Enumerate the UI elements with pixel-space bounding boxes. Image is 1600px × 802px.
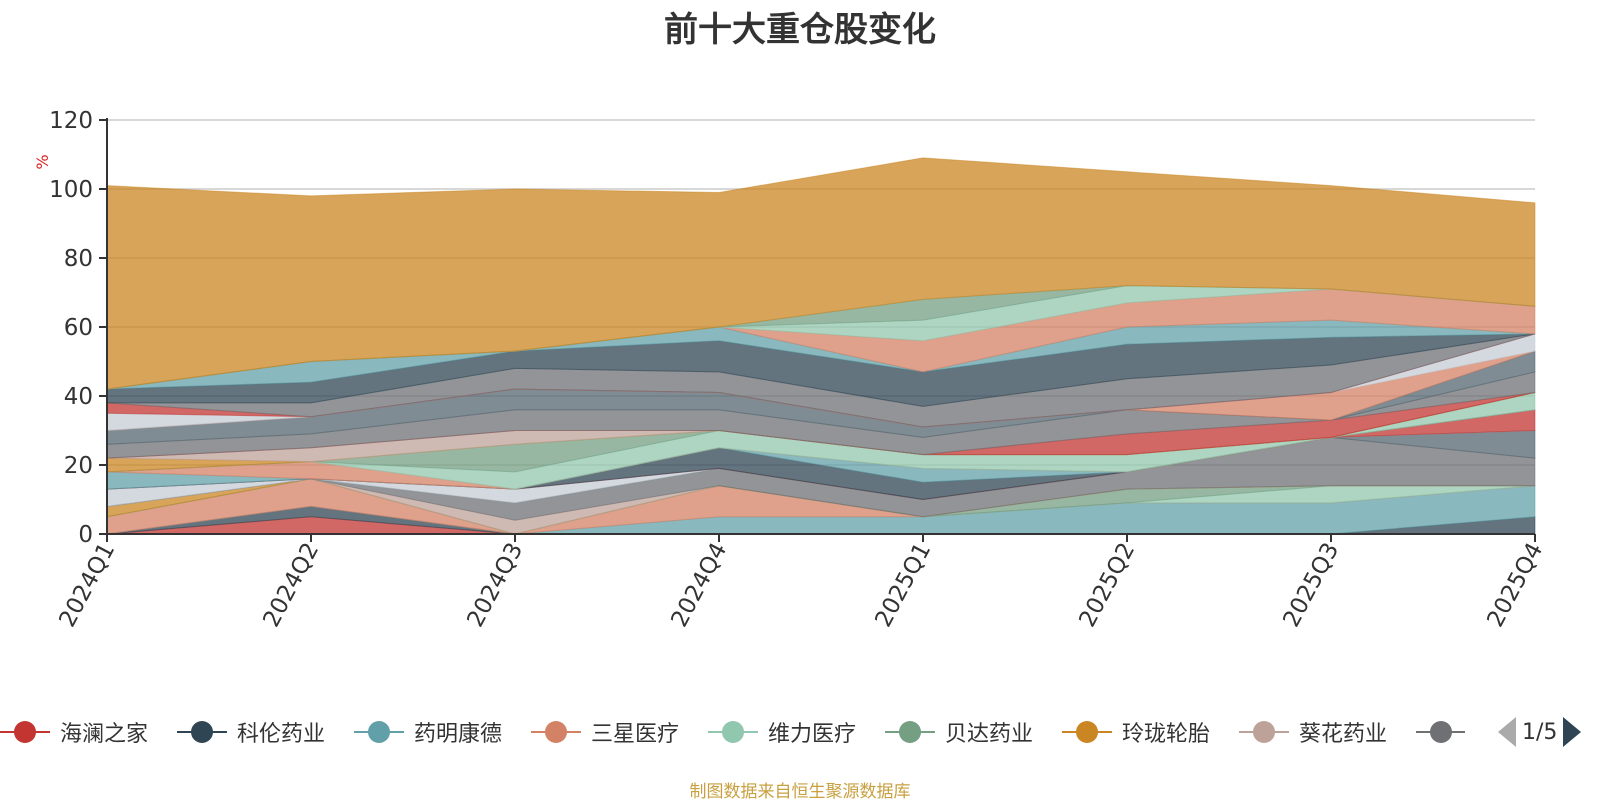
legend-label: 葵花药业 bbox=[1299, 722, 1388, 747]
legend-marker-icon bbox=[1239, 718, 1289, 746]
legend-marker-icon bbox=[1062, 718, 1112, 746]
legend-item[interactable]: 三星医疗 bbox=[531, 712, 679, 752]
area-series-32 bbox=[106, 157, 1536, 390]
legend-marker-icon bbox=[1416, 718, 1465, 746]
legend-marker-icon bbox=[0, 718, 50, 746]
legend-pager: 1/5 bbox=[1498, 712, 1582, 752]
legend-marker-icon bbox=[177, 718, 227, 746]
legend-label: 科伦药业 bbox=[237, 722, 326, 747]
source-note: 制图数据来自恒生聚源数据库 bbox=[689, 782, 911, 802]
chart-title: 前十大重仓股变化 bbox=[664, 10, 936, 50]
legend-marker-dot bbox=[899, 721, 921, 743]
legend-items: 海澜之家 科伦药业 药明康德 三星医疗 维力医疗 贝达药业 玲珑轮胎 葵花药业 bbox=[0, 712, 1465, 752]
legend-item[interactable]: 药明康德 bbox=[354, 712, 502, 752]
x-tick-label: 2024Q1 bbox=[54, 539, 120, 632]
x-tick-label: 2025Q2 bbox=[1074, 539, 1140, 632]
legend-item[interactable]: 玲珑轮胎 bbox=[1062, 712, 1210, 752]
legend-item[interactable]: 科伦药业 bbox=[177, 712, 325, 752]
legend-marker-dot bbox=[722, 721, 744, 743]
y-tick-label: 100 bbox=[49, 177, 93, 203]
x-tick-label: 2024Q2 bbox=[258, 539, 324, 632]
prev-page-icon[interactable] bbox=[1498, 717, 1516, 747]
legend-marker-dot bbox=[1430, 721, 1452, 743]
legend-item[interactable]: 贝达药业 bbox=[885, 712, 1033, 752]
legend-marker-icon bbox=[354, 718, 404, 746]
area-series bbox=[106, 157, 1536, 535]
legend: 海澜之家 科伦药业 药明康德 三星医疗 维力医疗 贝达药业 玲珑轮胎 葵花药业 1/5 bbox=[0, 712, 1600, 752]
y-tick-label: 60 bbox=[64, 315, 93, 341]
x-tick-label: 2024Q3 bbox=[462, 539, 528, 632]
legend-marker-dot bbox=[545, 721, 567, 743]
legend-marker-dot bbox=[1076, 721, 1098, 743]
y-tick-label: 0 bbox=[78, 522, 93, 548]
legend-label: 海澜之家 bbox=[60, 722, 149, 747]
legend-marker-dot bbox=[191, 721, 213, 743]
legend-marker-icon bbox=[885, 718, 935, 746]
legend-page-indicator: 1/5 bbox=[1522, 719, 1558, 745]
legend-marker-dot bbox=[1253, 721, 1275, 743]
stacked-area-chart: 0 20 40 60 80 100 120% 2024Q1 2024Q2 2024Q3 2024Q4… bbox=[33, 108, 1548, 632]
legend-marker-dot bbox=[14, 721, 36, 743]
legend-item[interactable]: 维力医疗 bbox=[708, 712, 856, 752]
legend-marker-icon bbox=[708, 718, 758, 746]
legend-label: 药明康德 bbox=[414, 722, 503, 747]
x-tick-label: 2024Q4 bbox=[666, 539, 732, 632]
legend-item[interactable]: 海澜之家 bbox=[0, 712, 148, 752]
y-tick-label: 120 bbox=[49, 108, 93, 134]
y-tick-label: 80 bbox=[64, 246, 93, 272]
x-tick-label: 2025Q4 bbox=[1482, 539, 1548, 632]
legend-marker-dot bbox=[368, 721, 390, 743]
legend-marker-icon bbox=[531, 718, 581, 746]
legend-item[interactable]: 葵花药业 bbox=[1239, 712, 1387, 752]
legend-label: 贝达药业 bbox=[945, 722, 1034, 747]
legend-label: 玲珑轮胎 bbox=[1122, 722, 1211, 747]
y-tick-label: 20 bbox=[64, 453, 93, 479]
legend-item-partial[interactable] bbox=[1416, 712, 1465, 752]
legend-label: 维力医疗 bbox=[768, 722, 857, 747]
next-page-icon[interactable] bbox=[1563, 717, 1582, 747]
y-axis-label: % bbox=[33, 154, 52, 169]
x-tick-label: 2025Q1 bbox=[870, 539, 936, 632]
legend-label: 三星医疗 bbox=[591, 722, 680, 747]
x-tick-label: 2025Q3 bbox=[1278, 539, 1344, 632]
y-tick-label: 40 bbox=[64, 384, 93, 410]
